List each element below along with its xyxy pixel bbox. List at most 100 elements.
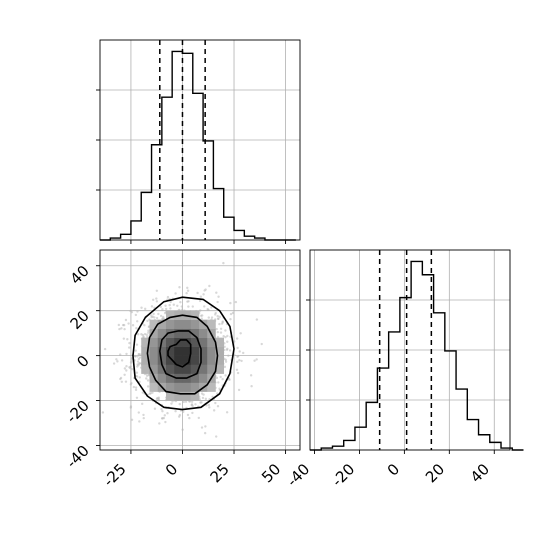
- scatter-point: [176, 304, 179, 308]
- density-cell: [198, 373, 208, 383]
- density-cell: [207, 337, 216, 347]
- density-cell: [141, 337, 150, 347]
- histogram-param-1-steps: [100, 50, 296, 241]
- scatter-point: [212, 409, 216, 412]
- scatter-point: [142, 416, 145, 420]
- scatter-point: [118, 353, 122, 356]
- scatter-point: [236, 346, 239, 350]
- scatter-point: [249, 374, 253, 377]
- density-cell: [198, 319, 208, 329]
- density-cell: [174, 319, 183, 329]
- scatter-point: [202, 293, 205, 296]
- scatter-point: [207, 316, 210, 319]
- scatter-point: [127, 322, 130, 325]
- histogram-param-2-panel: -40 -20 0 20 40: [283, 249, 524, 490]
- scatter-point: [161, 317, 164, 320]
- scatter-point: [138, 420, 141, 423]
- scatter-point: [170, 402, 173, 405]
- density-cell: [190, 391, 200, 401]
- scatter-point: [125, 365, 128, 368]
- scatter-point: [224, 329, 227, 332]
- scatter-point: [169, 300, 172, 304]
- scatter-point: [182, 410, 185, 414]
- scatter-point: [136, 355, 139, 358]
- scatter-point: [120, 327, 123, 330]
- density-cell: [149, 328, 159, 338]
- scatter-point: [135, 371, 139, 374]
- scatter-point: [141, 402, 144, 406]
- scatter-point: [186, 413, 190, 417]
- density-cell: [141, 346, 150, 356]
- scatter-point: [153, 407, 157, 410]
- scatter-point: [155, 300, 159, 303]
- scatter-point: [146, 319, 149, 323]
- scatter-point: [150, 305, 154, 308]
- scatter-point: [124, 318, 128, 322]
- density-cell: [190, 364, 200, 374]
- density-cell: [215, 337, 225, 347]
- scatter-point: [215, 327, 218, 331]
- scatter-point: [164, 307, 168, 311]
- scatter-point: [142, 335, 145, 338]
- scatter-point: [174, 292, 177, 295]
- scatter-point: [210, 316, 214, 319]
- scatter-point: [116, 360, 119, 363]
- density-cell: [182, 382, 192, 392]
- density-cell: [174, 355, 183, 365]
- scatter-point: [236, 360, 239, 364]
- scatter-point: [153, 316, 156, 319]
- scatter-point: [136, 363, 139, 366]
- histogram-param-1-grid: [96, 40, 300, 240]
- scatter-point: [159, 314, 163, 318]
- scatter-point: [255, 358, 258, 361]
- density-cell: [207, 355, 216, 365]
- histogram-param-2-x-tick-label: -40: [283, 460, 313, 490]
- scatter-point: [140, 306, 143, 309]
- density-cell: [165, 382, 175, 392]
- scatter-point: [143, 468, 145, 470]
- scatter-point: [199, 309, 202, 312]
- scatter-point: [136, 310, 139, 313]
- scatter-point: [136, 320, 139, 323]
- scatter-point: [142, 413, 145, 417]
- density-cell: [141, 364, 150, 374]
- scatter-point: [237, 388, 241, 392]
- scatter-point: [199, 295, 203, 298]
- density-cell: [198, 355, 208, 365]
- scatter-point: [214, 311, 217, 315]
- scatter-point: [224, 358, 227, 362]
- density-cell: [190, 337, 200, 347]
- scatter-point: [136, 333, 140, 336]
- histogram-param-2-quantiles: [378, 250, 433, 450]
- scatter-point: [135, 343, 139, 346]
- scatter-point: [191, 411, 194, 415]
- scatter-point: [236, 371, 240, 375]
- joint-2d-y-tick-label: 20: [67, 307, 93, 333]
- scatter-point: [134, 386, 138, 389]
- scatter-point: [250, 384, 253, 388]
- scatter-point: [164, 304, 167, 307]
- scatter-point: [225, 411, 229, 414]
- scatter-point: [178, 413, 182, 417]
- scatter-point: [143, 307, 147, 311]
- density-cell: [207, 319, 216, 329]
- scatter-point: [152, 312, 155, 316]
- scatter-point: [138, 362, 141, 365]
- scatter-point: [149, 392, 152, 395]
- scatter-point: [234, 300, 238, 304]
- scatter-point: [217, 381, 220, 384]
- scatter-point: [151, 298, 155, 302]
- joint-2d-x-tick-label: 50: [258, 460, 284, 486]
- density-cell: [207, 382, 216, 392]
- contour-level-1: [132, 296, 235, 411]
- scatter-point: [126, 338, 129, 341]
- scatter-point: [146, 379, 150, 382]
- scatter-point: [231, 311, 235, 315]
- scatter-point: [229, 301, 232, 305]
- scatter-point: [215, 291, 218, 294]
- joint-2d-y-tick-label: -20: [63, 397, 93, 427]
- joint-2d-y-ticks: -40 -20 0 20 40: [63, 262, 100, 472]
- histogram-param-2-frame: [309, 249, 511, 451]
- density-cell: [149, 346, 159, 356]
- scatter-point: [145, 377, 148, 380]
